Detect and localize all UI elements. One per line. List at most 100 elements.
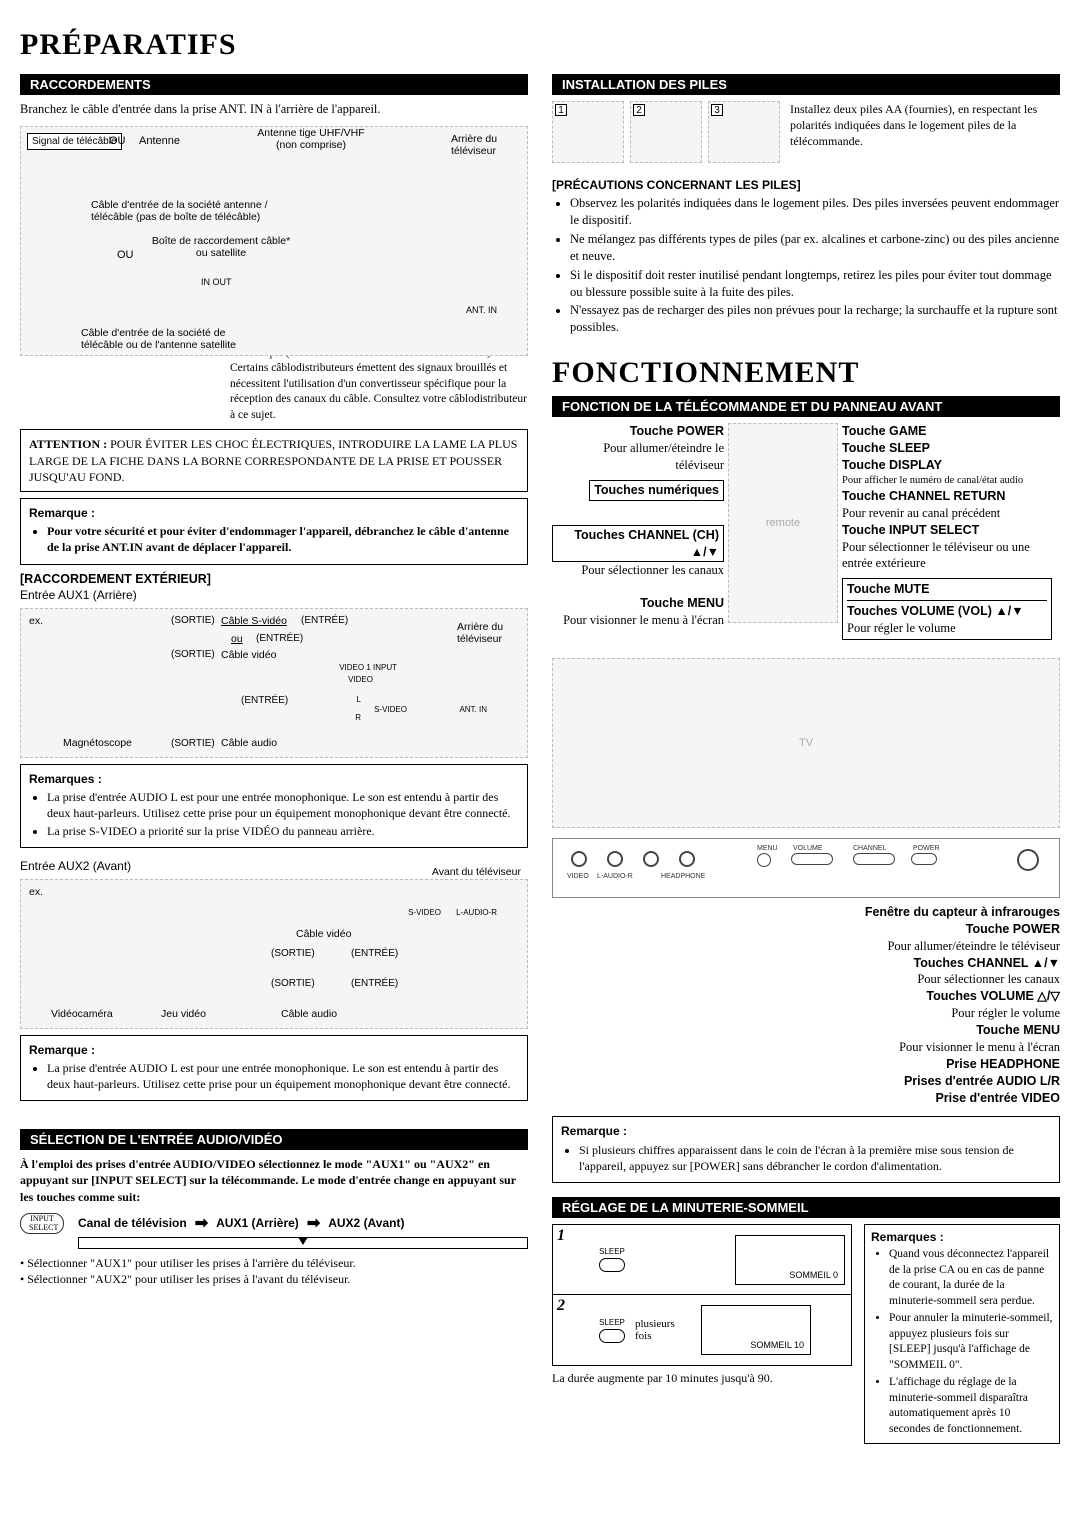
precautions-head: [PRÉCAUTIONS CONCERNANT LES PILES] xyxy=(552,177,1060,193)
sleep-screen-1: SOMMEIL 0 xyxy=(789,1270,838,1280)
label-antenne: Antenne xyxy=(139,135,180,147)
remarques2-head: Remarques : xyxy=(29,771,519,787)
selection-bul2: Sélectionner "AUX2" pour utiliser les pr… xyxy=(27,1272,350,1286)
remote-left-0-sub: Pour allumer/éteindre le téléviseur xyxy=(552,440,724,474)
front-4-t: Touche MENU xyxy=(552,1022,1060,1039)
aux1-audiocable: Câble audio xyxy=(221,737,277,749)
remarque1-box: Remarque : Pour votre sécurité et pour é… xyxy=(20,498,528,565)
chain-1: AUX1 (Arrière) xyxy=(216,1216,299,1230)
sleep-rem-2: L'affichage du réglage de la minuterie-s… xyxy=(889,1375,1053,1437)
aux1-rear: Arrière du téléviseur xyxy=(457,621,521,645)
wiring-note: *Remarque (NE DÉCONNECTEZ PAS DE LA BOÎT… xyxy=(230,346,528,424)
aux1-sortie1: (SORTIE) xyxy=(171,615,215,626)
aux1-r: R xyxy=(355,713,361,722)
remote-right-4-title: Touche INPUT SELECT xyxy=(842,522,1052,539)
remarque3-box: Remarque : La prise d'entrée AUDIO L est… xyxy=(20,1035,528,1102)
aux1-video1: VIDEO 1 INPUT xyxy=(339,663,397,672)
aux1-sv: S-VIDEO xyxy=(374,705,407,714)
front-7-t: Prise d'entrée VIDEO xyxy=(552,1090,1060,1107)
remote-diagram: remote xyxy=(728,423,838,623)
aux2-audiocable: Câble audio xyxy=(281,1008,337,1020)
aux1-sortie3: (SORTIE) xyxy=(171,738,215,749)
chain-2: AUX2 (Avant) xyxy=(328,1216,404,1230)
remote-right-0-title: Touche GAME xyxy=(842,423,1052,440)
sleep-btn-label-1: SLEEP xyxy=(599,1247,625,1256)
front-3-t: Touches VOLUME △/▽ xyxy=(552,988,1060,1005)
aux1-entree1: (ENTRÉE) xyxy=(301,615,348,626)
front-2-s: Pour sélectionner les canaux xyxy=(552,971,1060,988)
section-remote-bar: FONCTION DE LA TÉLÉCOMMANDE ET DU PANNEA… xyxy=(552,396,1060,417)
remote-left-2-title: Touches CHANNEL (CH) ▲/▼ xyxy=(552,525,724,563)
step-num-1: 1 xyxy=(555,104,567,116)
input-select-pill: INPUT SELECT xyxy=(20,1213,64,1235)
page-title: PRÉPARATIFS xyxy=(20,28,1060,62)
remote-right-2-title: Touche DISPLAY xyxy=(842,457,1052,474)
aux2-laudio: L-AUDIO-R xyxy=(456,908,497,917)
sleep-plusieurs: plusieurs fois xyxy=(635,1318,691,1342)
sleep-step-1: 1 xyxy=(557,1227,565,1245)
piles-text: Installez deux piles AA (fournies), en r… xyxy=(790,101,1060,150)
raccordements-intro: Branchez le câble d'entrée dans la prise… xyxy=(20,101,528,118)
label-ou1: OU xyxy=(109,135,126,147)
battery-step-2: 2 xyxy=(630,101,702,163)
sleep-footer: La durée augmente par 10 minutes jusqu'à… xyxy=(552,1370,852,1386)
aux1-sortie2: (SORTIE) xyxy=(171,649,215,660)
fp-laudio: L-AUDIO-R xyxy=(597,873,633,880)
remote-right-6-title: Touches VOLUME (VOL) ▲/▼ xyxy=(847,600,1047,620)
prec-item-1: Ne mélangez pas différents types de pile… xyxy=(570,231,1060,265)
aux1-figure: ex. Magnétoscope (SORTIE) Câble S-vidéo … xyxy=(20,608,528,758)
sleep-screen-2: SOMMEIL 10 xyxy=(750,1340,804,1350)
aux1-ex: ex. xyxy=(29,615,43,627)
sleep-rem-1: Pour annuler la minuterie-sommeil, appuy… xyxy=(889,1311,1053,1373)
aux1-l: L xyxy=(357,695,361,704)
aux2-front: Avant du téléviseur xyxy=(432,866,521,878)
aux1-entree2a: (ENTRÉE) xyxy=(256,633,303,644)
section-raccordements-bar: RACCORDEMENTS xyxy=(20,74,528,95)
remote-right-1-title: Touche SLEEP xyxy=(842,440,1052,457)
label-cable-company: Câble d'entrée de la société antenne / t… xyxy=(91,199,311,223)
aux2-sortie2: (SORTIE) xyxy=(271,978,315,989)
fonctionnement-title: FONCTIONNEMENT xyxy=(552,356,1060,390)
sleep-step-2: 2 xyxy=(557,1297,565,1315)
front-3-s: Pour régler le volume xyxy=(552,1005,1060,1022)
selection-intro: À l'emploi des prises d'entrée AUDIO/VID… xyxy=(20,1156,528,1205)
fp-channel: CHANNEL xyxy=(853,845,886,852)
label-rear: Arrière du téléviseur xyxy=(451,133,521,157)
front-0-t: Fenêtre du capteur à infrarouges xyxy=(552,904,1060,921)
aux1-vcr: Magnétoscope xyxy=(63,737,132,749)
fp-volume: VOLUME xyxy=(793,845,823,852)
aux1-entree3: (ENTRÉE) xyxy=(241,695,288,706)
remote-left-2-sub: Pour sélectionner les canaux xyxy=(552,562,724,579)
remarques2-item-1: La prise S-VIDEO a priorité sur la prise… xyxy=(47,823,519,839)
remote-right-2-sub: Pour afficher le numéro de canal/état au… xyxy=(842,474,1052,488)
front-2-t: Touches CHANNEL ▲/▼ xyxy=(552,955,1060,972)
attention-box: ATTENTION : ATTENTION : POUR ÉVITER LES … xyxy=(20,429,528,492)
remote-remarque-body: Si plusieurs chiffres apparaissent dans … xyxy=(579,1142,1051,1174)
remote-left-3-sub: Pour visionner le menu à l'écran xyxy=(552,612,724,629)
label-signal: Signal de télécâble xyxy=(27,133,122,150)
arrow-icon: ➡ xyxy=(307,1213,320,1233)
remote-callout-block: Touche POWER Pour allumer/éteindre le té… xyxy=(552,423,1060,640)
sleep-remarques-head: Remarques : xyxy=(871,1229,1053,1245)
label-inout: IN OUT xyxy=(201,277,232,287)
tv-body-diagram: TV xyxy=(552,658,1060,828)
aux1-title: Entrée AUX1 (Arrière) xyxy=(20,587,528,603)
remote-right-3-sub: Pour revenir au canal précédent xyxy=(842,505,1052,522)
prec-item-3: N'essayez pas de recharger des piles non… xyxy=(570,302,1060,336)
remarque3-body: La prise d'entrée AUDIO L est pour une e… xyxy=(47,1060,519,1092)
remote-left-0-title: Touche POWER xyxy=(552,423,724,440)
remote-left-3-title: Touche MENU xyxy=(552,595,724,612)
label-antin: ANT. IN xyxy=(466,305,497,315)
remarque1-body: Pour votre sécurité et pour éviter d'end… xyxy=(47,523,519,555)
aux1-ant: ANT. IN xyxy=(459,705,487,714)
section-selection-bar: SÉLECTION DE L'ENTRÉE AUDIO/VIDÉO xyxy=(20,1129,528,1150)
input-chain: Canal de télévision ➡ AUX1 (Arrière) ➡ A… xyxy=(78,1213,528,1233)
aux2-sortie1: (SORTIE) xyxy=(271,948,315,959)
prec-item-2: Si le dispositif doit rester inutilisé p… xyxy=(570,267,1060,301)
sleep-remarques-box: Remarques : Quand vous déconnectez l'app… xyxy=(864,1224,1060,1444)
front-callouts: Fenêtre du capteur à infrarouges Touche … xyxy=(552,904,1060,1107)
chain-0: Canal de télévision xyxy=(78,1216,187,1230)
wiring-figure-1: Signal de télécâble OU Antenne Antenne t… xyxy=(20,126,528,356)
arrow-icon: ➡ xyxy=(195,1213,208,1233)
ext-head: [RACCORDEMENT EXTÉRIEUR] xyxy=(20,571,528,588)
